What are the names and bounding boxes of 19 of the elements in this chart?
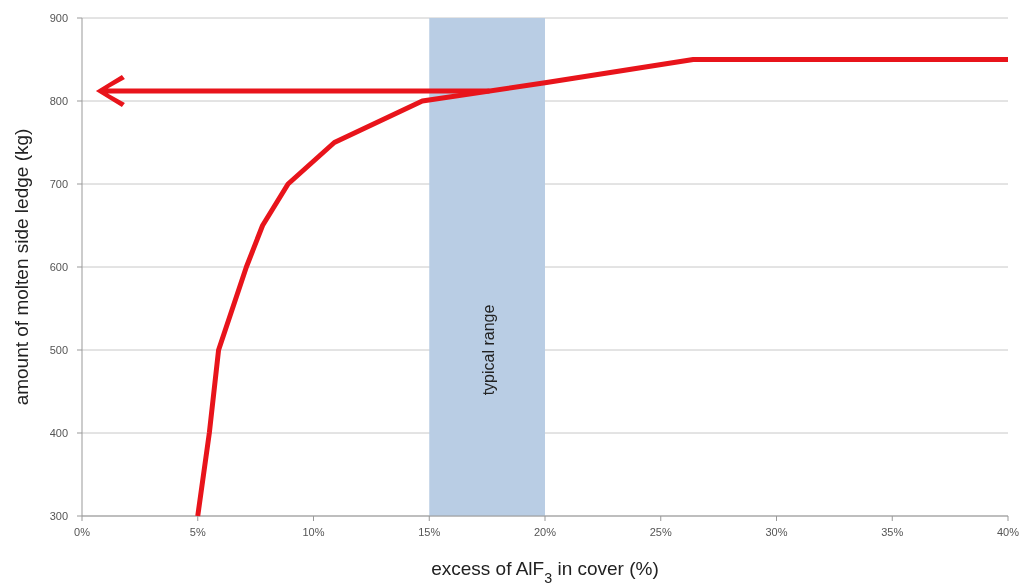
- x-tick-label: 35%: [881, 526, 904, 538]
- y-tick-label: 500: [49, 344, 68, 356]
- y-tick-label: 800: [49, 95, 68, 107]
- y-tick-label: 400: [49, 427, 68, 439]
- x-tick-label: 30%: [765, 526, 788, 538]
- x-tick-label: 20%: [533, 526, 557, 538]
- y-tick-label: 900: [49, 12, 68, 24]
- x-tick-label: 0%: [74, 526, 91, 538]
- x-tick-label: 25%: [649, 526, 672, 538]
- x-tick-label: 15%: [418, 526, 441, 538]
- x-tick-label: 10%: [302, 526, 325, 538]
- y-tick-label: 300: [49, 510, 68, 522]
- x-tick-label: 5%: [189, 526, 206, 538]
- band-label: typical range: [480, 304, 498, 396]
- y-tick-label: 700: [49, 178, 68, 190]
- x-tick-label: 40%: [996, 526, 1020, 538]
- y-axis-title: amount of molten side ledge (kg): [11, 128, 32, 406]
- x-axis-title: excess of AlF$_{3}$ in cover (%): [431, 558, 659, 583]
- y-tick-label: 600: [49, 261, 68, 273]
